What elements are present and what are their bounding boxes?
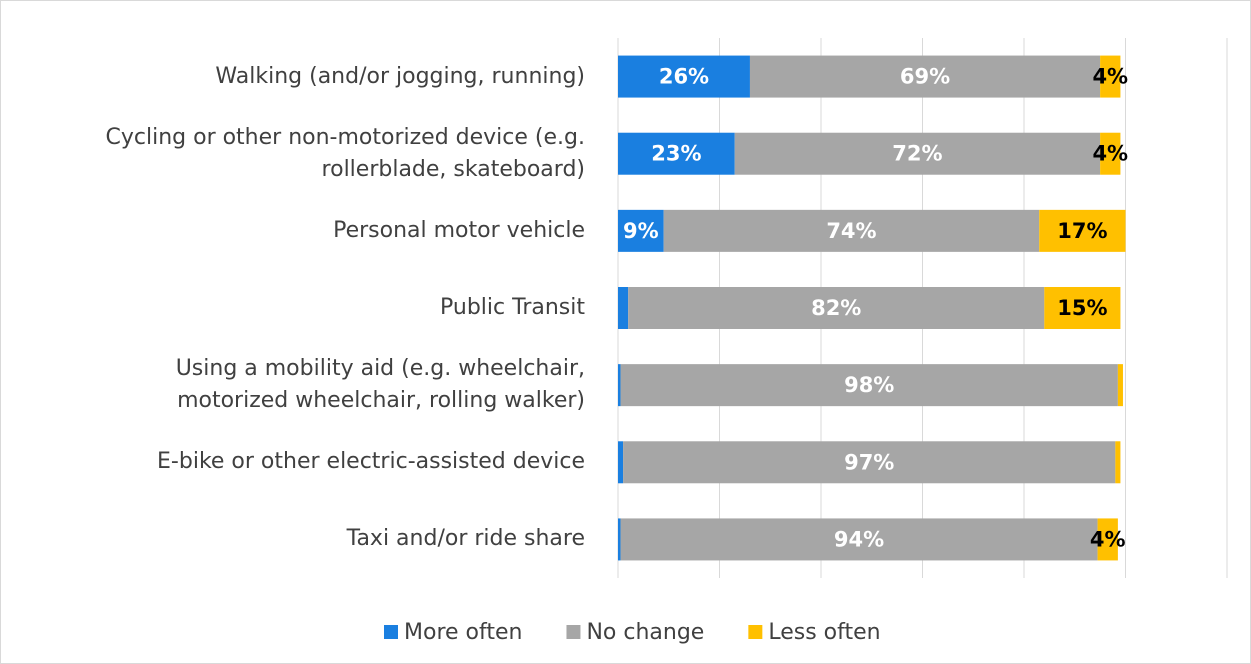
data-label: 94%: [834, 527, 884, 551]
category-label: Cycling or other non-motorized device (e…: [105, 124, 586, 182]
bar-segment: [1100, 132, 1121, 175]
bar-segment: [618, 518, 621, 561]
bar-segment: [1100, 55, 1121, 98]
bar-segment: [734, 132, 1101, 175]
data-label: 4%: [1092, 142, 1128, 166]
bar-segment: [1117, 364, 1123, 407]
data-label: 82%: [811, 296, 861, 320]
bar-segment: [1044, 287, 1121, 329]
bar-segment: [618, 441, 624, 484]
data-label: 4%: [1090, 527, 1126, 551]
legend-swatch: [384, 625, 398, 639]
legend-swatch: [748, 625, 763, 639]
bar-segment: [628, 287, 1045, 329]
category-label: Public Transit: [440, 295, 585, 320]
bar-segment: [1115, 441, 1121, 484]
bar-segment: [618, 364, 621, 407]
bar-segment: [623, 441, 1116, 484]
bar-segment: [663, 209, 1040, 252]
bar-segment: [1039, 209, 1126, 252]
data-label: 69%: [900, 65, 950, 89]
legend-label: No change: [586, 620, 704, 645]
category-label: E-bike or other electric-assisted device: [157, 449, 585, 475]
data-label: 98%: [844, 373, 894, 397]
legend-label: More often: [404, 620, 522, 645]
legend-swatch: [566, 625, 581, 639]
bar-segment: [749, 55, 1101, 98]
bar-segment: [618, 132, 735, 175]
bar-segment: [620, 518, 1098, 561]
data-label: 72%: [892, 142, 942, 166]
bar-segment: [620, 364, 1118, 407]
bar-segment: [1097, 518, 1118, 561]
data-label: 74%: [826, 219, 876, 243]
category-label: Personal motor vehicle: [333, 217, 585, 243]
data-label: 17%: [1057, 219, 1107, 243]
category-label: Walking (and/or jogging, running): [215, 63, 585, 89]
data-label: 23%: [651, 142, 701, 166]
data-label: 9%: [623, 219, 659, 243]
bar-segment: [618, 287, 629, 329]
data-label: 4%: [1092, 65, 1128, 89]
legend-label: Less often: [768, 620, 880, 645]
category-label: Using a mobility aid (e.g. wheelchair, m…: [175, 356, 585, 414]
data-label: 15%: [1057, 296, 1107, 320]
bar-segment: [618, 55, 750, 98]
bar-segment: [618, 209, 664, 252]
data-label: 97%: [844, 450, 894, 474]
category-label: Taxi and/or ride share: [346, 526, 585, 552]
data-label: 26%: [659, 65, 709, 89]
